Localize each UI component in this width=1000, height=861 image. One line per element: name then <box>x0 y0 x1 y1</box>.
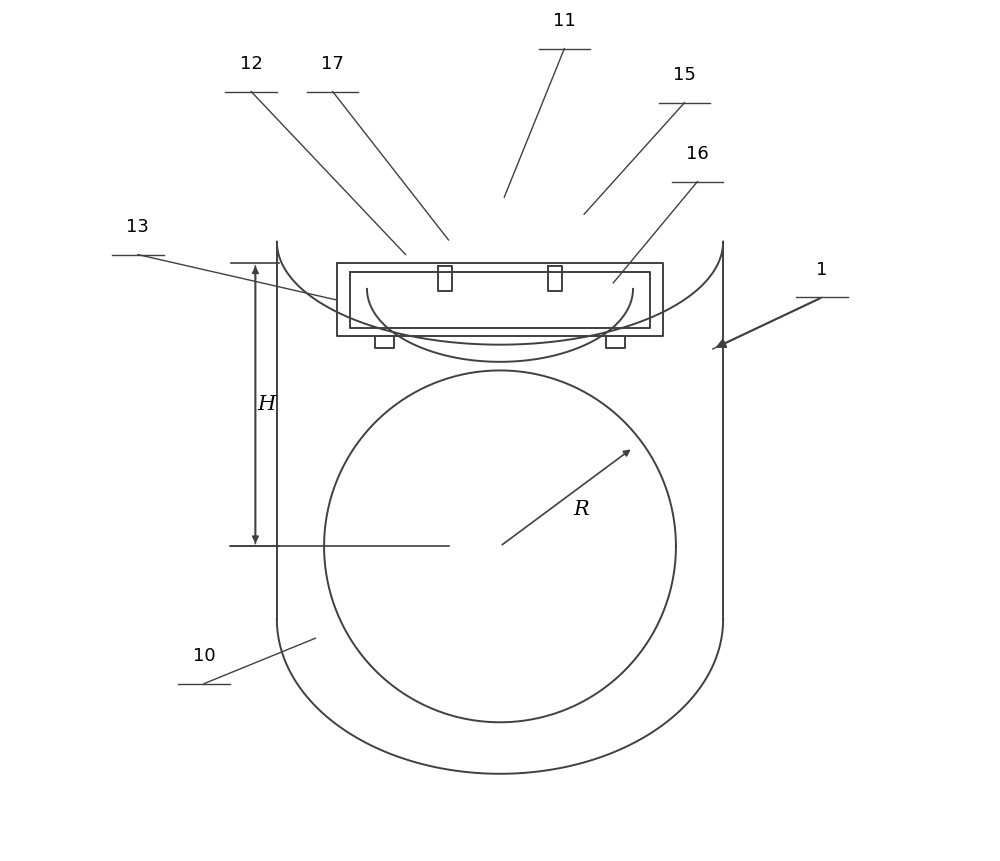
Text: 1: 1 <box>816 261 828 279</box>
Text: 13: 13 <box>126 218 149 236</box>
Text: 10: 10 <box>193 647 215 665</box>
Text: 11: 11 <box>553 12 576 30</box>
Text: 16: 16 <box>686 145 709 163</box>
Text: 15: 15 <box>673 65 696 84</box>
Text: H: H <box>257 395 276 414</box>
Text: 17: 17 <box>321 54 344 72</box>
Text: 12: 12 <box>240 54 263 72</box>
Text: R: R <box>574 500 589 519</box>
